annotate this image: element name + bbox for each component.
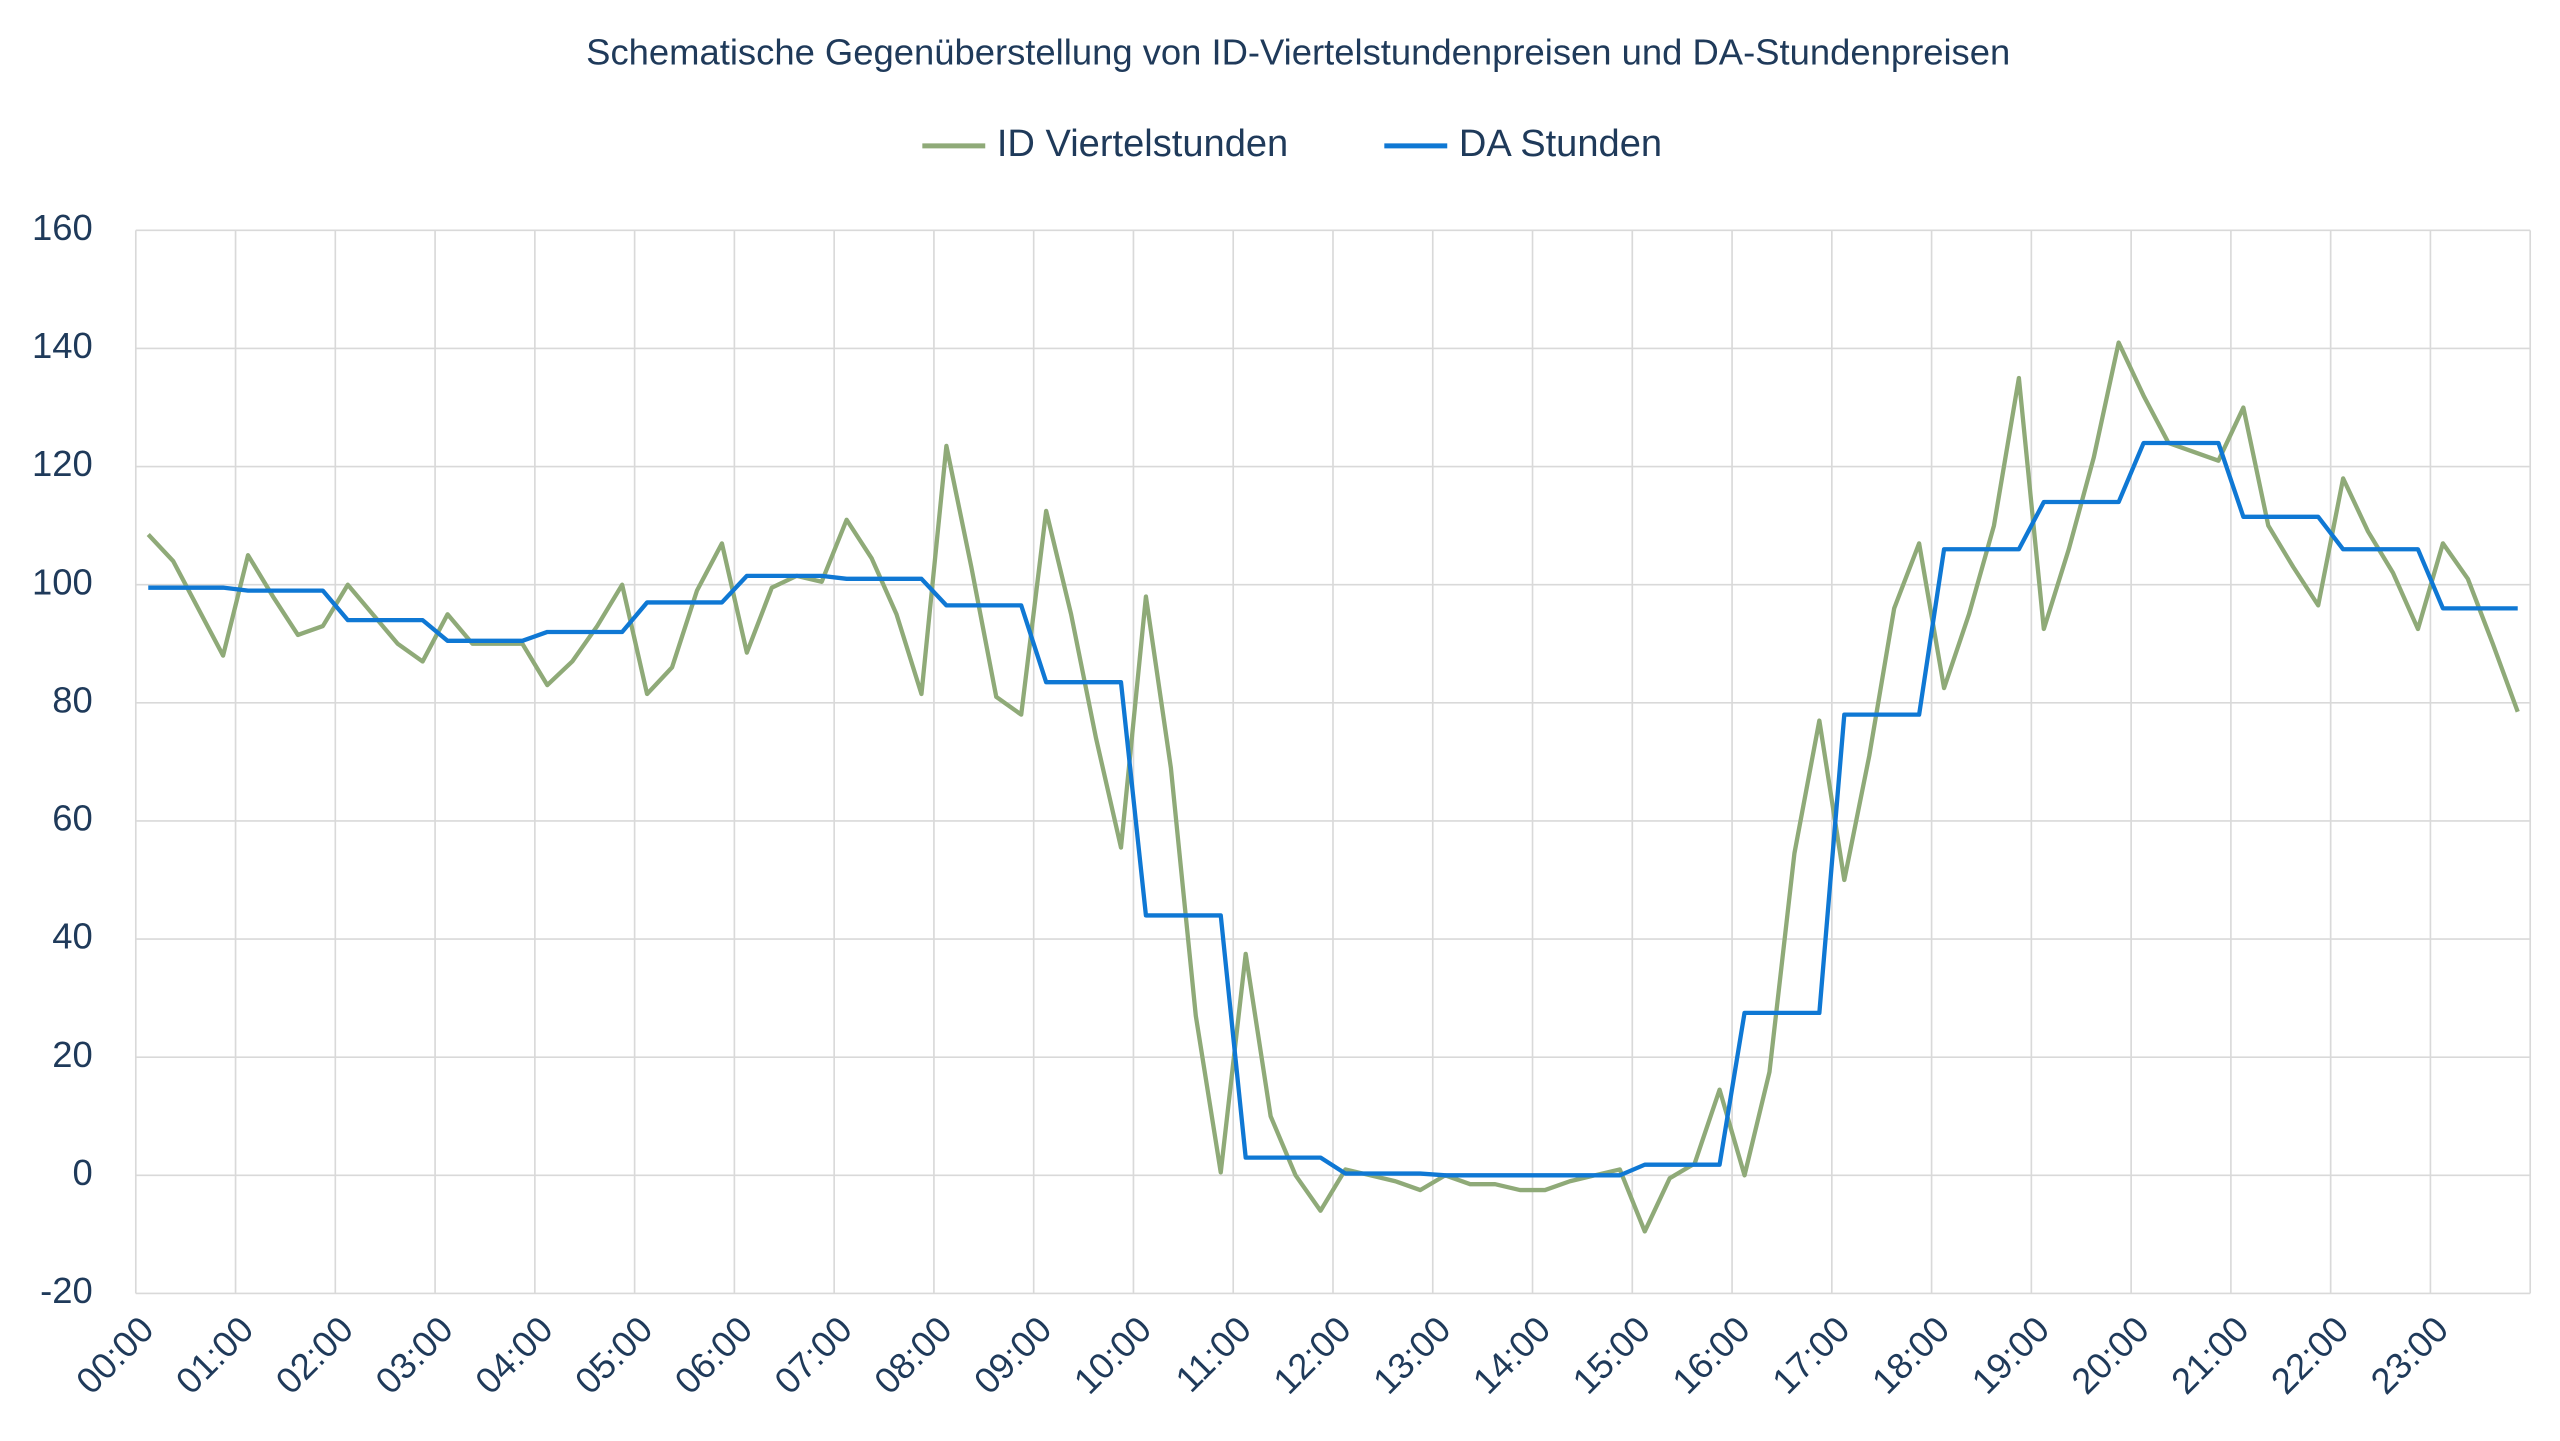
y-tick-label: 20 xyxy=(52,1034,93,1075)
x-tick-label: 10:00 xyxy=(1066,1308,1159,1401)
x-tick-label: 04:00 xyxy=(467,1308,560,1401)
series-line xyxy=(148,440,2518,1178)
y-tick-label: 80 xyxy=(52,679,93,720)
x-tick-label: 16:00 xyxy=(1664,1308,1757,1401)
legend-label: DA Stunden xyxy=(1459,123,1662,165)
x-tick-label: 02:00 xyxy=(268,1308,361,1401)
x-tick-label: 18:00 xyxy=(1864,1308,1957,1401)
x-tick-label: 20:00 xyxy=(2063,1308,2156,1401)
x-tick-label: 13:00 xyxy=(1365,1308,1458,1401)
x-tick-label: 07:00 xyxy=(766,1308,859,1401)
series-line xyxy=(146,340,2520,1234)
x-tick-label: 05:00 xyxy=(567,1308,660,1401)
x-tick-label: 14:00 xyxy=(1465,1308,1558,1401)
x-tick-label: 06:00 xyxy=(667,1308,760,1401)
y-tick-label: 120 xyxy=(32,443,93,484)
x-tick-label: 19:00 xyxy=(1964,1308,2057,1401)
x-tick-label: 17:00 xyxy=(1764,1308,1857,1401)
legend-label: ID Viertelstunden xyxy=(997,123,1288,165)
x-tick-label: 22:00 xyxy=(2263,1308,2356,1401)
x-tick-label: 12:00 xyxy=(1265,1308,1358,1401)
y-tick-label: 40 xyxy=(52,916,93,957)
x-tick-label: 09:00 xyxy=(966,1308,1059,1401)
y-tick-label: -20 xyxy=(40,1270,93,1311)
y-tick-label: 160 xyxy=(32,207,93,248)
x-tick-label: 08:00 xyxy=(866,1308,959,1401)
x-tick-label: 21:00 xyxy=(2163,1308,2256,1401)
y-tick-label: 140 xyxy=(32,325,93,366)
chart-title: Schematische Gegenüberstellung von ID-Vi… xyxy=(586,31,2010,72)
y-tick-label: 100 xyxy=(32,561,93,602)
y-tick-label: 60 xyxy=(52,798,93,839)
x-tick-label: 03:00 xyxy=(367,1308,460,1401)
x-tick-label: 15:00 xyxy=(1565,1308,1658,1401)
x-tick-label: 11:00 xyxy=(1167,1308,1259,1400)
x-tick-label: 23:00 xyxy=(2363,1308,2456,1401)
y-tick-label: 0 xyxy=(72,1152,92,1193)
x-tick-label: 01:00 xyxy=(168,1308,261,1401)
x-tick-label: 00:00 xyxy=(68,1308,161,1401)
